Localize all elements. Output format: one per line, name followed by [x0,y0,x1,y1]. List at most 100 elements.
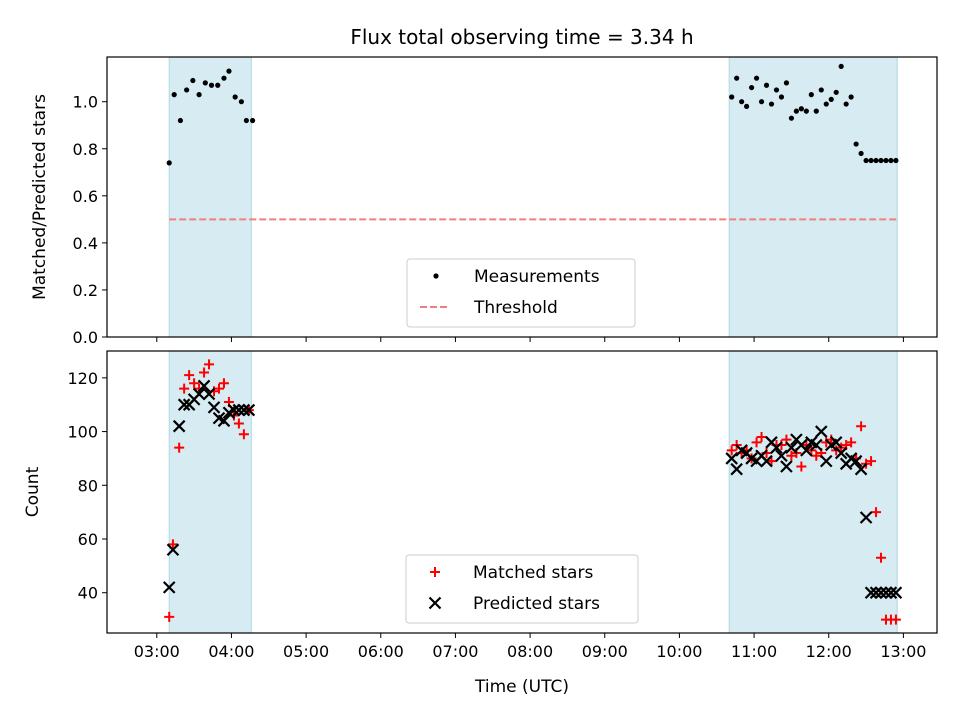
measurement-point [763,82,770,88]
matched-point [167,539,178,550]
matched-point [179,383,190,394]
measurement-point [798,106,804,112]
measurement-point [729,94,735,100]
predicted-point [227,403,241,417]
predicted-point [192,387,206,401]
legend-label: Matched stars [473,563,593,583]
measurement-point [238,99,244,105]
measurement-point [208,82,215,88]
top-y-tick-label: 1.0 [73,93,98,112]
measurement-point [843,101,849,107]
bottom-legend-box [405,554,639,624]
matched-point [233,418,244,429]
predicted-point [177,398,191,411]
measurement-point [873,157,879,164]
x-tick-label: 06:00 [358,642,404,661]
matched-point [890,614,901,625]
predicted-point [829,436,843,449]
x-tick-label: 04:00 [208,642,254,661]
measurement-point [793,108,799,114]
measurement-point [177,117,184,124]
bottom-y-tick-label: 40 [78,584,98,603]
top-y-tick-label: 0.6 [73,187,98,206]
predicted-point [166,543,180,557]
predicted-point [814,425,828,438]
measurement-point [184,87,190,93]
measurement-point [739,99,745,105]
measurement-point [888,157,894,164]
matched-point [876,552,887,563]
predicted-point [884,586,898,599]
x-tick-label: 07:00 [432,642,478,661]
predicted-point [785,441,798,454]
matched-point [164,611,175,622]
measurement-point [808,92,814,98]
measurement-point [878,157,884,164]
measurement-point [783,80,790,86]
predicted-point [859,511,873,524]
matched-point [726,445,737,456]
top-observing-span [168,56,252,338]
measurement-point [202,80,208,86]
top-legend: Measurements Threshold [406,258,636,328]
predicted-point [775,449,788,463]
predicted-point [232,403,246,417]
matched-point [218,378,229,389]
measurement-point [758,99,765,105]
legend-label: Measurements [474,267,600,287]
plot-layer: 0.0 0.2 0.4 0.6 0.8 1.0 Measurements Threshold 4… [67,56,938,661]
bottom-observing-span [168,350,252,634]
predicted-point [849,454,863,468]
x-tick-label: 11:00 [731,642,777,661]
matched-point [199,367,210,378]
bottom-legend: Matched stars Predicted stars [405,554,639,624]
predicted-point [730,462,743,476]
predicted-point [810,438,823,452]
predicted-point [800,444,813,457]
matched-point [184,370,195,381]
x-axis-label: Time (UTC) [474,677,569,697]
measurement-point [734,75,740,81]
measurement-point [166,160,172,166]
matched-point [796,461,807,472]
predicted-point [889,586,903,599]
measurement-point [249,117,256,124]
measurement-point [883,157,889,164]
x-tick-label: 09:00 [582,642,628,661]
bottom-y-axis-label: Count [23,466,43,517]
measurement-point [190,77,196,84]
measurement-point [893,157,899,164]
bottom-y-tick-label: 80 [78,476,98,495]
bottom-axes-frame [106,350,938,634]
measurement-point [813,108,819,114]
predicted-point [202,387,216,401]
bottom-panel: 40 60 80 100 120 03:00 04:00 05:00 06:00 07:00 08:… [67,350,938,661]
predicted-point [780,460,793,473]
x-tick-label: 10:00 [656,642,702,661]
predicted-point [879,586,893,599]
measurement-point [778,94,785,100]
measurement-point [196,92,202,98]
x-tick-label: 08:00 [507,642,553,661]
predicted-point [819,454,833,468]
measurement-point [818,87,824,93]
measurement-point [788,115,795,121]
top-y-tick-label: 0.8 [73,140,98,159]
predicted-point [864,586,878,599]
predicted-point [217,414,231,428]
matched-point [204,359,215,370]
top-axes-frame [106,56,938,338]
measurement-point [833,89,839,95]
predicted-point [725,452,738,465]
top-y-tick-label: 0.2 [73,281,98,300]
predicted-point [197,379,211,393]
predicted-point [874,586,888,599]
x-tick-label: 03:00 [134,642,180,661]
measurement-point [171,92,177,98]
measurement-point [226,68,232,74]
predicted-point [760,454,773,468]
legend-plus-marker [430,567,440,577]
measurement-point [868,157,874,164]
matched-point [766,456,777,467]
